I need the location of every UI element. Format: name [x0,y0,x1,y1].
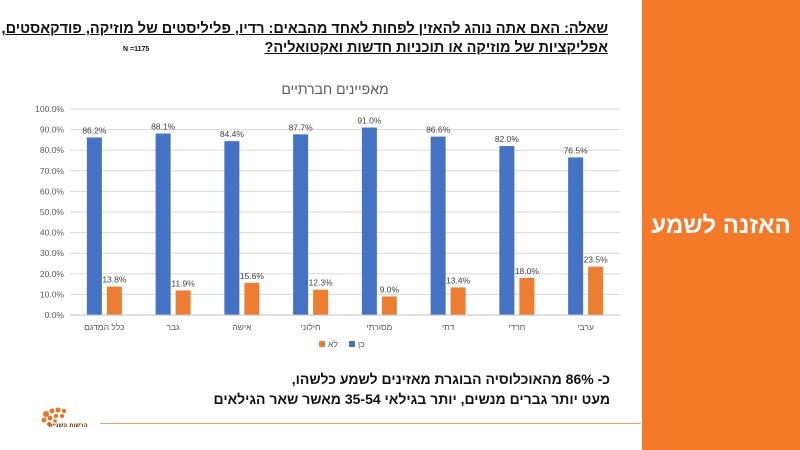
conclusion-text: כ- 86% מהאוכלוסיה הבוגרת מאזינים לשמע כל… [150,369,610,409]
data-label: 76.5% [564,145,589,155]
question-text: שאלה: האם אתה נוהג להאזין לפחות לאחד מהב… [1,20,608,58]
data-label: 91.0% [357,116,382,126]
y-tick-label: 70.0% [40,166,65,176]
chart-svg: מאפיינים חברתיים 0.0% 10.0% 20.0% 30.0% 40.0%… [35,81,620,349]
legend-label: כן [358,339,365,349]
bar-yes [430,136,446,315]
y-tick-label: 80.0% [40,145,65,155]
bar-yes [499,146,515,315]
bar-no [519,277,535,315]
side-panel-title: האזנה לשמע [651,212,791,239]
footer-divider [100,423,641,424]
bar-yes [293,134,309,315]
data-label: 11.9% [171,278,195,288]
x-tick-label: חרדי [508,322,525,332]
legend-swatch [349,341,355,347]
data-label: 9.0% [380,284,400,294]
conclusion-line-1: כ- 86% מהאוכלוסיה הבוגרת מאזינים לשמע כל… [291,371,610,387]
x-tick-label: גבר [167,322,181,332]
data-label: 15.6% [240,271,265,281]
data-label: 86.2% [82,125,107,135]
data-label: 13.4% [446,275,471,285]
x-tick-label: כלל המדגם [84,322,124,332]
question-line-2: אפליקציות של מוזיקה או תוכניות חדשות ואק… [264,40,608,56]
data-label: 88.1% [151,122,176,132]
chart-title: מאפיינים חברתיים [281,81,388,97]
y-tick-label: 100.0% [35,104,64,114]
x-tick-label: ערבי [577,322,594,332]
legend-swatch [319,341,325,347]
bar-no [588,266,604,315]
data-label: 23.5% [584,255,609,265]
y-tick-label: 10.0% [40,289,65,299]
bar-yes [86,137,102,315]
bar-yes [568,157,584,315]
data-label: 13.8% [102,275,127,285]
data-label: 82.0% [495,134,520,144]
y-tick-label: 40.0% [40,228,65,238]
bar-no [244,282,260,315]
bar-no [381,296,397,315]
bar-no [175,290,191,315]
y-tick-label: 50.0% [40,207,65,217]
y-tick-label: 20.0% [40,269,65,279]
data-label: 86.6% [426,125,451,135]
x-tick-label: דתי [442,322,455,332]
x-tick-label: אישה [232,322,252,332]
data-label: 18.0% [515,266,540,276]
logo-text: הרשות השנייה [48,422,88,429]
bar-no [450,287,466,315]
logo: הרשות השנייה [38,405,88,435]
bar-chart: מאפיינים חברתיים 0.0% 10.0% 20.0% 30.0% 40.0%… [20,75,630,355]
data-label: 12.3% [309,278,334,288]
x-tick-label: חילוני [301,322,321,332]
question-line-1: שאלה: האם אתה נוהג להאזין לפחות לאחד מהב… [1,21,608,37]
y-tick-label: 0.0% [45,310,65,320]
bar-yes [361,127,377,315]
sample-size-label: N =1175 [123,46,150,53]
bar-no [106,286,122,315]
y-tick-label: 30.0% [40,248,65,258]
x-tick-label: מסורתי [366,322,392,332]
y-tick-label: 60.0% [40,186,65,196]
side-panel: האזנה לשמע [642,0,800,450]
legend-label: לא [328,339,338,349]
conclusion-line-2: מעט יותר גברים מנשים, יותר בגילאי 35-54 … [213,391,610,407]
data-label: 84.4% [220,129,245,139]
bar-no [313,289,329,315]
bar-yes [155,133,171,315]
bar-yes [224,141,240,315]
data-label: 87.7% [289,122,314,132]
y-tick-label: 90.0% [40,125,65,135]
